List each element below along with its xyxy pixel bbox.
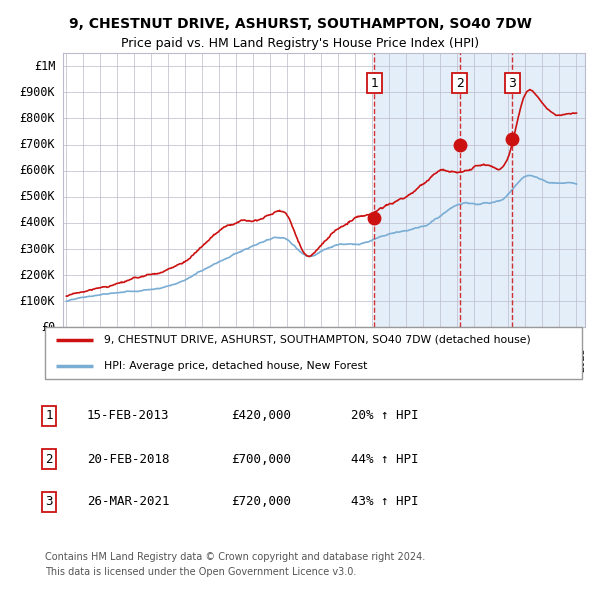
Text: 2022: 2022: [526, 347, 535, 372]
Text: 2000: 2000: [151, 347, 161, 372]
Text: 2017: 2017: [440, 347, 451, 372]
Text: 2024: 2024: [559, 347, 569, 372]
Text: 2001: 2001: [169, 347, 178, 372]
Text: Price paid vs. HM Land Registry's House Price Index (HPI): Price paid vs. HM Land Registry's House …: [121, 37, 479, 50]
Text: 20-FEB-2018: 20-FEB-2018: [87, 453, 170, 466]
Text: 43% ↑ HPI: 43% ↑ HPI: [351, 495, 419, 508]
Text: 2002: 2002: [185, 347, 196, 372]
Text: 2: 2: [46, 453, 53, 466]
Text: £700,000: £700,000: [231, 453, 291, 466]
Text: £800K: £800K: [20, 112, 55, 125]
Text: £720,000: £720,000: [231, 495, 291, 508]
Text: £600K: £600K: [20, 164, 55, 177]
Text: 2025: 2025: [577, 347, 586, 372]
Text: 2012: 2012: [355, 347, 365, 372]
Text: 1: 1: [371, 77, 379, 90]
Text: £420,000: £420,000: [231, 409, 291, 422]
Text: 2003: 2003: [202, 347, 212, 372]
Text: 2018: 2018: [457, 347, 467, 372]
Text: £300K: £300K: [20, 242, 55, 255]
Text: £700K: £700K: [20, 138, 55, 151]
Text: 2021: 2021: [508, 347, 518, 372]
Text: 2023: 2023: [542, 347, 553, 372]
Text: 2014: 2014: [389, 347, 400, 372]
Text: 44% ↑ HPI: 44% ↑ HPI: [351, 453, 419, 466]
Text: 26-MAR-2021: 26-MAR-2021: [87, 495, 170, 508]
Text: £500K: £500K: [20, 191, 55, 204]
Bar: [374, 53, 585, 327]
Text: This data is licensed under the Open Government Licence v3.0.: This data is licensed under the Open Gov…: [45, 567, 356, 577]
Text: 2004: 2004: [220, 347, 229, 372]
Text: £100K: £100K: [20, 295, 55, 308]
Text: 15-FEB-2013: 15-FEB-2013: [87, 409, 170, 422]
Text: 1995: 1995: [67, 347, 76, 372]
Text: 2020: 2020: [491, 347, 502, 372]
FancyBboxPatch shape: [45, 327, 582, 379]
Text: Contains HM Land Registry data © Crown copyright and database right 2024.: Contains HM Land Registry data © Crown c…: [45, 552, 425, 562]
Text: 2013: 2013: [373, 347, 382, 372]
Text: 1998: 1998: [118, 347, 127, 372]
Text: £200K: £200K: [20, 268, 55, 281]
Text: £400K: £400K: [20, 217, 55, 230]
Text: 1: 1: [46, 409, 53, 422]
Text: 1999: 1999: [134, 347, 145, 372]
Text: 9, CHESTNUT DRIVE, ASHURST, SOUTHAMPTON, SO40 7DW (detached house): 9, CHESTNUT DRIVE, ASHURST, SOUTHAMPTON,…: [104, 335, 531, 345]
Text: 2: 2: [456, 77, 464, 90]
Text: 3: 3: [508, 77, 517, 90]
Text: 2011: 2011: [338, 347, 349, 372]
Text: £1M: £1M: [34, 60, 55, 73]
Text: 20% ↑ HPI: 20% ↑ HPI: [351, 409, 419, 422]
Text: 2010: 2010: [322, 347, 331, 372]
Text: 2009: 2009: [304, 347, 314, 372]
Text: 2015: 2015: [406, 347, 416, 372]
Text: 9, CHESTNUT DRIVE, ASHURST, SOUTHAMPTON, SO40 7DW: 9, CHESTNUT DRIVE, ASHURST, SOUTHAMPTON,…: [68, 17, 532, 31]
Text: 2008: 2008: [287, 347, 298, 372]
Text: 2016: 2016: [424, 347, 433, 372]
Text: 2005: 2005: [236, 347, 247, 372]
Text: £900K: £900K: [20, 86, 55, 99]
Text: 2007: 2007: [271, 347, 280, 372]
Text: 3: 3: [46, 495, 53, 508]
Text: 1997: 1997: [100, 347, 110, 372]
Text: HPI: Average price, detached house, New Forest: HPI: Average price, detached house, New …: [104, 361, 367, 371]
Text: £0: £0: [41, 321, 55, 334]
Text: 2006: 2006: [253, 347, 263, 372]
Text: 2019: 2019: [475, 347, 484, 372]
Text: 1996: 1996: [83, 347, 94, 372]
